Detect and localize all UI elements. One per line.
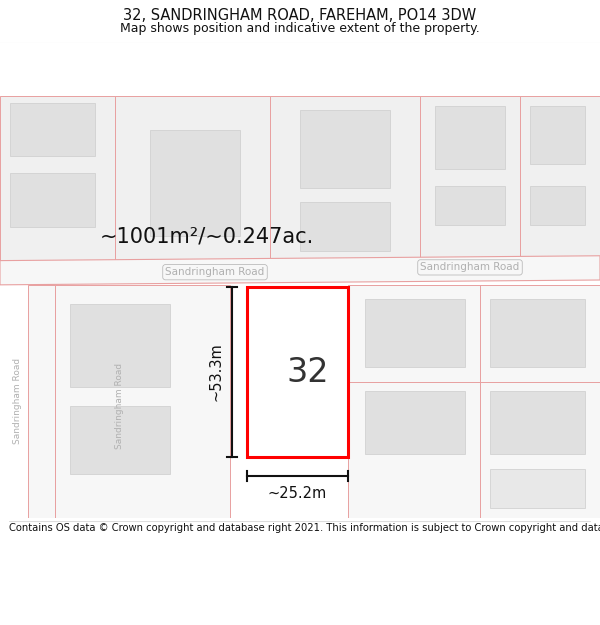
Bar (10, 173, 95, 227)
Text: 32: 32 (286, 356, 329, 389)
Text: ~1001m²/~0.247ac.: ~1001m²/~0.247ac. (100, 226, 314, 246)
Text: Sandringham Road: Sandringham Road (166, 268, 265, 278)
Bar (435, 106, 505, 169)
Bar (435, 186, 505, 225)
Bar (490, 391, 585, 454)
Polygon shape (247, 287, 348, 458)
Polygon shape (420, 96, 520, 266)
Polygon shape (115, 96, 270, 266)
Text: Sandringham Road: Sandringham Road (421, 262, 520, 272)
Text: Map shows position and indicative extent of the property.: Map shows position and indicative extent… (120, 22, 480, 35)
Text: 32, SANDRINGHAM ROAD, FAREHAM, PO14 3DW: 32, SANDRINGHAM ROAD, FAREHAM, PO14 3DW (124, 9, 476, 24)
Bar (490, 469, 585, 508)
Bar (150, 130, 240, 236)
Bar (70, 406, 170, 474)
Polygon shape (55, 285, 230, 518)
Polygon shape (520, 96, 600, 266)
Text: Contains OS data © Crown copyright and database right 2021. This information is : Contains OS data © Crown copyright and d… (9, 522, 600, 532)
Text: ~25.2m: ~25.2m (268, 486, 327, 501)
Polygon shape (0, 256, 600, 285)
Text: ~53.3m: ~53.3m (209, 342, 224, 401)
Bar (365, 299, 465, 368)
Polygon shape (270, 96, 420, 266)
Polygon shape (348, 285, 600, 518)
Text: Sandringham Road: Sandringham Road (13, 358, 23, 444)
Text: Sandringham Road: Sandringham Road (115, 363, 125, 449)
Bar (530, 186, 585, 225)
Bar (530, 106, 585, 164)
Polygon shape (28, 285, 55, 518)
Bar (10, 102, 95, 156)
Bar (365, 391, 465, 454)
Bar (70, 304, 170, 387)
Bar (300, 202, 390, 251)
Bar (490, 299, 585, 368)
Polygon shape (0, 96, 115, 266)
Bar (300, 111, 390, 188)
